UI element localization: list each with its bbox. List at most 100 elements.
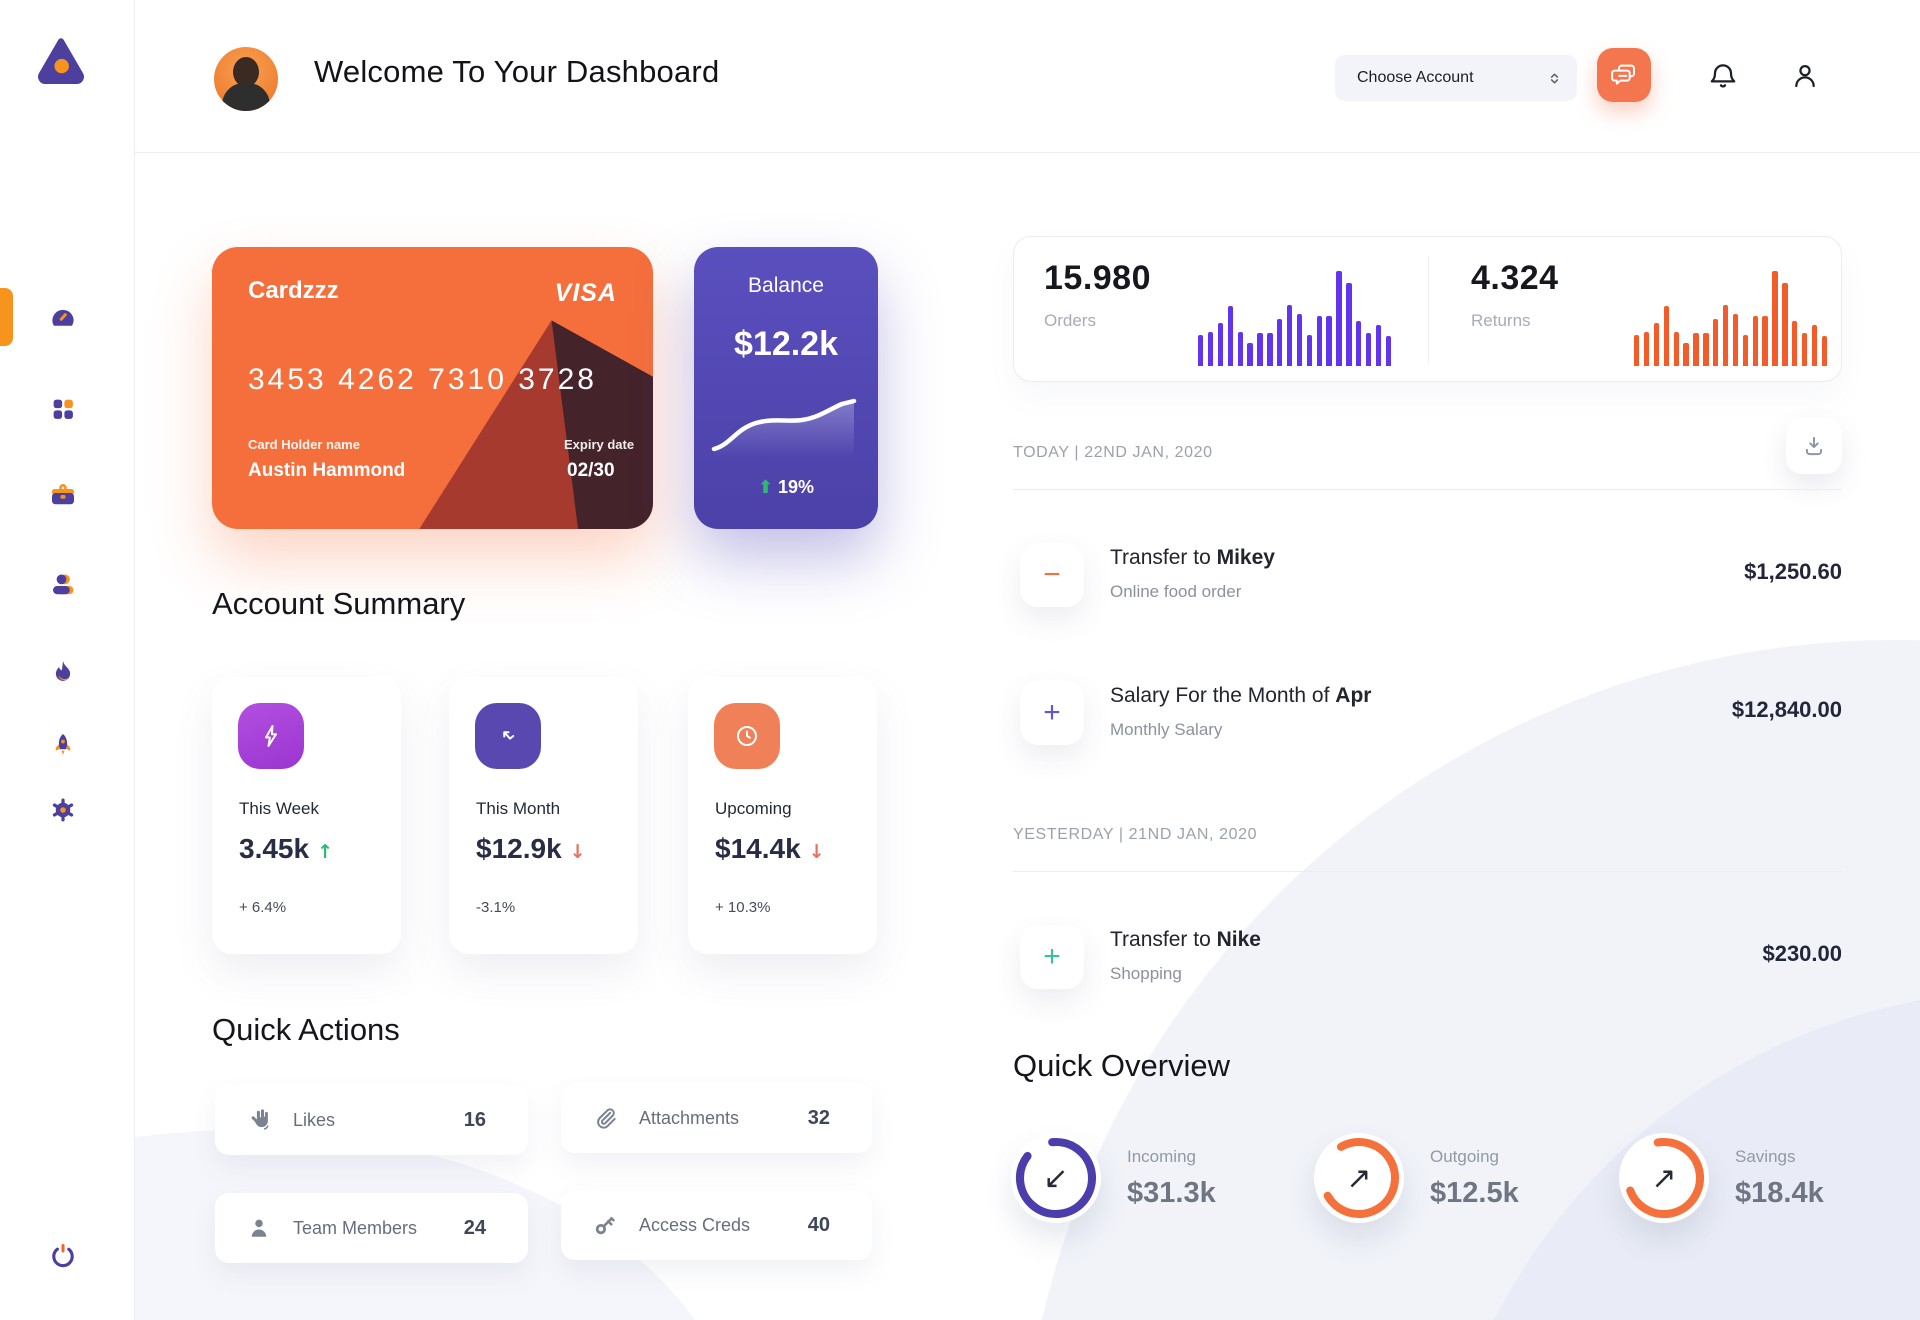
up-arrow-icon: ⬆ bbox=[757, 477, 774, 498]
quick-action-label: Likes bbox=[293, 1109, 336, 1130]
quick-action-access-creds[interactable]: Access Creds 40 bbox=[561, 1190, 872, 1260]
lightning-icon bbox=[238, 703, 304, 769]
sidebar bbox=[0, 0, 135, 1320]
transaction-amount: $230.00 bbox=[1762, 941, 1842, 966]
quick-action-count: 32 bbox=[807, 1106, 830, 1129]
transaction-amount: $12,840.00 bbox=[1731, 697, 1842, 722]
overview-value: $18.4k bbox=[1735, 1177, 1824, 1209]
quick-action-count: 16 bbox=[463, 1108, 486, 1131]
balance-label: Balance bbox=[748, 274, 824, 297]
summary-delta: + 10.3% bbox=[715, 899, 771, 916]
card-number: 3453 4262 7310 3728 bbox=[248, 363, 597, 396]
summary-value: $12.9k ↓ bbox=[476, 833, 586, 864]
up-arrow-icon: ↑ bbox=[317, 841, 333, 863]
transaction-row-nike[interactable]: + Transfer to Nike Shopping $230.00 bbox=[1013, 925, 1842, 995]
transaction-subtitle: Shopping bbox=[1110, 964, 1182, 983]
summary-card-this-week[interactable]: This Week 3.45k ↑ + 6.4% bbox=[212, 677, 401, 954]
transactions-date-today: TODAY | 22ND JAN, 2020 bbox=[1013, 444, 1213, 461]
outgoing-ring: ↗ bbox=[1314, 1133, 1404, 1223]
sidebar-item-launch-icon[interactable] bbox=[48, 730, 78, 760]
balance-change: ⬆ 19% bbox=[757, 477, 815, 498]
returns-value: 4.324 bbox=[1471, 259, 1559, 297]
plus-icon: + bbox=[1020, 681, 1084, 745]
avatar-figure bbox=[233, 57, 259, 87]
avatar-figure bbox=[222, 83, 270, 111]
key-icon bbox=[595, 1216, 615, 1235]
sidebar-item-briefcase-icon[interactable] bbox=[48, 479, 78, 509]
clock-icon bbox=[714, 703, 780, 769]
minus-icon: − bbox=[1020, 543, 1084, 607]
card-holder-label: Card Holder name bbox=[248, 437, 360, 452]
card-holder-name: Austin Hammond bbox=[248, 460, 406, 481]
divider bbox=[1013, 871, 1842, 872]
summary-card-upcoming[interactable]: Upcoming $14.4k ↓ + 10.3% bbox=[688, 677, 877, 954]
summary-label: This Week bbox=[239, 799, 319, 818]
bank-card[interactable]: Cardzzz VISA 3453 4262 7310 3728 Card Ho… bbox=[212, 247, 653, 529]
overview-label: Incoming bbox=[1127, 1147, 1196, 1166]
page-title: Welcome To Your Dashboard bbox=[314, 54, 720, 89]
card-name: Cardzzz bbox=[248, 277, 339, 304]
transactions-date-yesterday: YESTERDAY | 21ND JAN, 2020 bbox=[1013, 826, 1258, 843]
balance-value: $12.2k bbox=[734, 325, 838, 363]
quick-actions-title: Quick Actions bbox=[212, 1012, 400, 1047]
summary-value: $14.4k ↓ bbox=[715, 833, 825, 864]
quick-action-team-members[interactable]: Team Members 24 bbox=[215, 1193, 528, 1263]
balance-sparkline bbox=[711, 398, 857, 457]
transaction-subtitle: Online food order bbox=[1110, 582, 1242, 601]
profile-icon[interactable] bbox=[1787, 58, 1823, 94]
up-right-arrow-icon: ↗ bbox=[1346, 1160, 1372, 1196]
sidebar-item-team-icon[interactable] bbox=[48, 569, 78, 599]
active-nav-indicator bbox=[0, 288, 13, 346]
messages-button[interactable] bbox=[1597, 48, 1651, 102]
quick-action-label: Access Creds bbox=[639, 1214, 751, 1235]
quick-action-label: Attachments bbox=[639, 1107, 740, 1128]
transaction-row-mikey[interactable]: − Transfer to Mikey Online food order $1… bbox=[1013, 543, 1842, 613]
orders-label: Orders bbox=[1044, 311, 1096, 330]
quick-action-count: 40 bbox=[807, 1213, 830, 1236]
transaction-title: Salary For the Month of Apr bbox=[1110, 684, 1372, 707]
orders-value: 15.980 bbox=[1044, 259, 1151, 297]
summary-delta: -3.1% bbox=[476, 899, 516, 916]
balance-card[interactable]: Balance $12.2k ⬆ 19% bbox=[694, 247, 878, 529]
sidebar-item-settings-icon[interactable] bbox=[48, 795, 78, 825]
overview-value: $12.5k bbox=[1430, 1177, 1519, 1209]
sidebar-item-dashboard-icon[interactable] bbox=[48, 303, 78, 333]
trend-arrow-icon bbox=[475, 703, 541, 769]
quick-overview-title: Quick Overview bbox=[1013, 1048, 1231, 1083]
up-right-arrow-icon: ↗ bbox=[1651, 1160, 1677, 1196]
overview-value: $31.3k bbox=[1127, 1177, 1216, 1209]
app-logo-icon[interactable] bbox=[33, 32, 89, 93]
down-arrow-icon: ↓ bbox=[569, 841, 586, 863]
sidebar-item-activity-icon[interactable] bbox=[48, 657, 78, 687]
account-summary-title: Account Summary bbox=[212, 586, 466, 621]
returns-chart bbox=[1634, 271, 1827, 366]
summary-label: This Month bbox=[476, 799, 561, 818]
sidebar-item-apps-icon[interactable] bbox=[48, 394, 78, 424]
quick-action-count: 24 bbox=[463, 1216, 486, 1239]
user-avatar[interactable] bbox=[214, 47, 278, 111]
quick-action-likes[interactable]: Likes 16 bbox=[215, 1085, 528, 1155]
savings-ring: ↗ bbox=[1619, 1133, 1709, 1223]
wave-hand-icon bbox=[251, 1109, 269, 1130]
header: Welcome To Your Dashboard Choose Account bbox=[135, 0, 1920, 153]
chevron-updown-icon bbox=[1550, 73, 1559, 83]
overview-label: Outgoing bbox=[1430, 1147, 1499, 1166]
quick-action-label: Team Members bbox=[293, 1217, 418, 1238]
expiry-value: 02/30 bbox=[567, 460, 615, 481]
overview-label: Savings bbox=[1735, 1147, 1796, 1166]
summary-card-this-month[interactable]: This Month $12.9k ↓ -3.1% bbox=[449, 677, 638, 954]
transaction-amount: $1,250.60 bbox=[1744, 559, 1842, 584]
quick-action-attachments[interactable]: Attachments 32 bbox=[561, 1083, 872, 1153]
notifications-bell-icon[interactable] bbox=[1705, 58, 1741, 94]
choose-account-label: Choose Account bbox=[1357, 69, 1474, 86]
down-left-arrow-icon: ↙ bbox=[1043, 1160, 1069, 1196]
transaction-title: Transfer to Nike bbox=[1110, 928, 1261, 951]
logout-power-icon[interactable] bbox=[46, 1238, 80, 1272]
download-button[interactable] bbox=[1786, 418, 1842, 474]
choose-account-dropdown[interactable]: Choose Account bbox=[1335, 55, 1577, 101]
orders-returns-card: 15.980 Orders 4.324 Returns bbox=[1013, 236, 1842, 382]
transaction-title: Transfer to Mikey bbox=[1110, 546, 1275, 569]
divider bbox=[1013, 489, 1842, 490]
transaction-row-salary[interactable]: + Salary For the Month of Apr Monthly Sa… bbox=[1013, 681, 1842, 751]
